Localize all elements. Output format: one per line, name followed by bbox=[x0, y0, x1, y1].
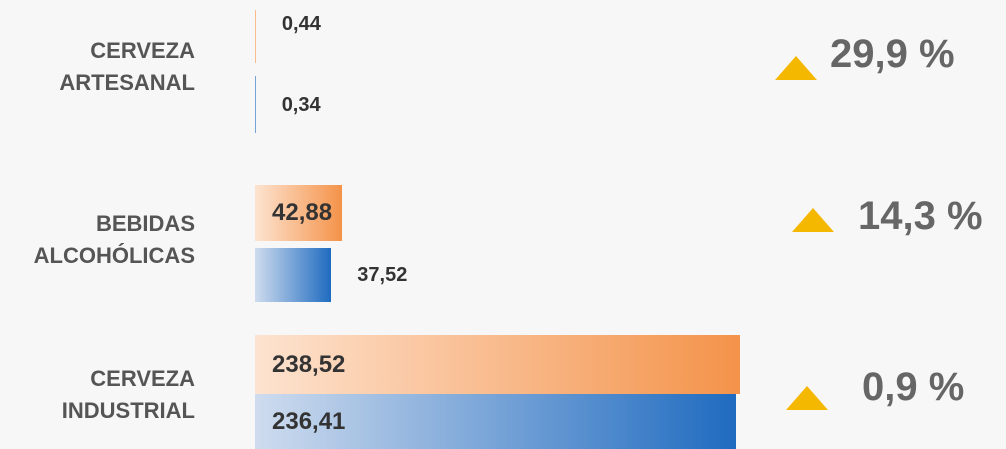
value-label: 37,52 bbox=[357, 264, 408, 286]
category-label: CERVEZA ARTESANAL bbox=[59, 38, 195, 95]
value-label: 42,88 bbox=[272, 199, 333, 226]
up-triangle bbox=[786, 386, 828, 410]
category-label: CERVEZA INDUSTRIAL bbox=[61, 366, 195, 423]
bar bbox=[255, 76, 256, 133]
bar bbox=[255, 10, 256, 63]
value-label: 0,34 bbox=[281, 93, 321, 116]
value-label: 0,44 bbox=[281, 13, 321, 35]
category-label: BEBIDAS ALCOHÓLICAS bbox=[33, 211, 195, 268]
bar bbox=[255, 335, 740, 394]
up-triangle bbox=[775, 56, 817, 80]
change-label: 29,9 % bbox=[830, 32, 955, 76]
change-label: 0,9 % bbox=[862, 365, 965, 409]
bar bbox=[255, 185, 343, 241]
bar bbox=[255, 248, 332, 302]
up-triangle bbox=[792, 208, 834, 232]
bar bbox=[255, 394, 736, 449]
change-label: 14,3 % bbox=[858, 194, 983, 238]
value-label: 238,52 bbox=[272, 350, 346, 378]
value-label: 236,41 bbox=[272, 407, 346, 435]
